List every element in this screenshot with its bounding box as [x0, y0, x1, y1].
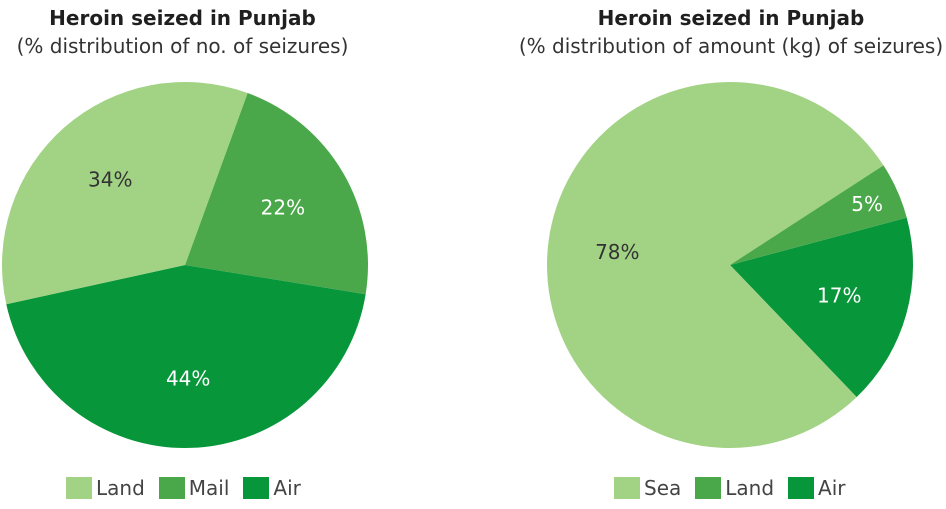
legend-swatch-land-seizure-count [66, 477, 92, 499]
legend-label-air-seizure-amount: Air [818, 476, 846, 500]
pie-slice-mail-seizure-count [185, 93, 368, 295]
legend-item-air-seizure-count: Air [243, 476, 301, 500]
chart-subtitle-seizure-amount: (% distribution of amount (kg) of seizur… [518, 34, 944, 58]
legend-label-sea-seizure-amount: Sea [644, 476, 682, 500]
chart-title-seizure-count: Heroin seized in Punjab [49, 6, 316, 30]
legend-item-sea-seizure-amount: Sea [614, 476, 681, 500]
legend-swatch-air-seizure-amount [788, 477, 815, 499]
chart-subtitle-seizure-count: (% distribution of no. of seizures) [16, 34, 349, 58]
legend-item-land-seizure-amount: Land [695, 476, 774, 500]
pie-chart-seizure-count: 22% 44% 34% [2, 81, 368, 448]
legend-swatch-air-seizure-count [243, 477, 270, 499]
legend-item-land-seizure-count: Land [66, 476, 145, 500]
legend-label-air-seizure-count: Air [273, 476, 301, 500]
legend-label-land-seizure-count: Land [96, 476, 145, 500]
pie-chart-seizure-amount: 17% 78% 5% [547, 82, 913, 449]
legend-label-land-seizure-amount: Land [725, 476, 775, 500]
legend-label-mail-seizure-count: Mail [188, 476, 230, 500]
data-label-land-seizure-count: 34% [88, 168, 132, 192]
legend-item-mail-seizure-count: Mail [158, 476, 230, 500]
data-label-sea-seizure-amount: 78% [595, 240, 639, 264]
legend-seizure-amount: Sea Land Air [614, 476, 846, 500]
legend-seizure-count: Land Mail Air [66, 476, 301, 500]
chart-title-seizure-amount: Heroin seized in Punjab [597, 6, 865, 30]
pie-slice-air-seizure-count [6, 265, 366, 448]
data-label-air-seizure-count: 44% [166, 366, 210, 390]
legend-item-air-seizure-amount: Air [788, 476, 846, 500]
legend-swatch-mail-seizure-count [158, 477, 185, 499]
legend-swatch-sea-seizure-amount [614, 477, 640, 499]
pie-slice-sea-seizure-amount [547, 82, 884, 449]
pie-slice-land-seizure-amount [730, 165, 907, 265]
pie-slice-air-seizure-amount [730, 217, 913, 398]
data-label-air-seizure-amount: 17% [817, 284, 861, 308]
data-label-land-seizure-amount: 5% [851, 192, 883, 216]
data-label-mail-seizure-count: 22% [261, 196, 305, 220]
legend-swatch-land-seizure-amount [695, 477, 722, 499]
pie-slice-land-seizure-count [2, 81, 248, 305]
